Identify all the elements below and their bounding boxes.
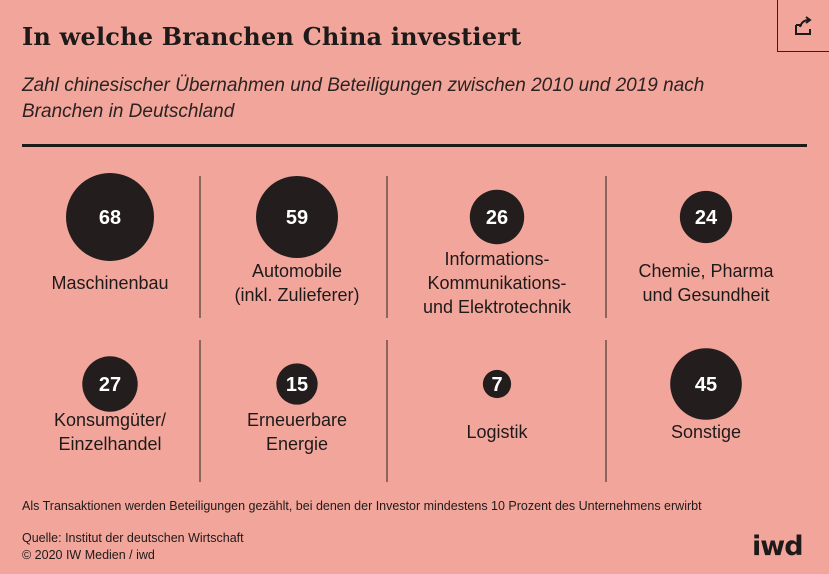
data-label: 59 xyxy=(286,207,308,229)
category-label: Logistik xyxy=(466,422,528,442)
iwd-logo: iwd xyxy=(752,531,804,562)
data-label: 27 xyxy=(99,374,121,396)
data-label: 15 xyxy=(286,374,308,396)
subtitle: Zahl chinesischer Übernahmen und Beteili… xyxy=(22,75,705,122)
bubble-mark xyxy=(256,176,338,258)
category-label: Einzelhandel xyxy=(58,434,161,454)
source-text: Quelle: Institut der deutschen Wirtschaf… xyxy=(22,531,244,545)
bubble-mark xyxy=(482,369,512,399)
bubble-mark xyxy=(679,190,733,244)
category-label: Chemie, Pharma xyxy=(638,261,774,281)
category-label: Energie xyxy=(266,434,328,454)
bubble-mark xyxy=(469,189,525,245)
category-label: und Elektrotechnik xyxy=(423,297,572,317)
category-label: Kommunikations- xyxy=(427,273,566,293)
category-label: Konsumgüter/ xyxy=(54,410,166,430)
data-label: 68 xyxy=(99,207,121,229)
bubble-mark xyxy=(276,363,318,405)
bubble-mark xyxy=(66,173,154,261)
footnote: Als Transaktionen werden Beteiligungen g… xyxy=(22,499,702,513)
data-label: 7 xyxy=(491,374,502,396)
bubble-mark xyxy=(82,356,138,412)
data-label: 24 xyxy=(695,207,718,229)
external-link-button[interactable] xyxy=(777,0,829,52)
category-label: Erneuerbare xyxy=(247,410,347,430)
external-link-icon xyxy=(794,15,812,35)
category-label: und Gesundheit xyxy=(642,285,769,305)
data-label: 26 xyxy=(486,207,508,229)
data-label: 45 xyxy=(695,374,717,396)
category-label: Maschinenbau xyxy=(51,273,168,293)
page-title: In welche Branchen China investiert xyxy=(22,22,522,51)
copyright-text: © 2020 IW Medien / iwd xyxy=(22,548,155,562)
source-block: Quelle: Institut der deutschen Wirtschaf… xyxy=(22,530,244,564)
category-label: Automobile xyxy=(252,261,342,281)
bubble-mark xyxy=(670,348,742,420)
title-divider xyxy=(22,144,807,147)
category-label: (inkl. Zulieferer) xyxy=(234,285,359,305)
category-label: Informations- xyxy=(444,249,549,269)
category-label: Sonstige xyxy=(671,422,741,442)
